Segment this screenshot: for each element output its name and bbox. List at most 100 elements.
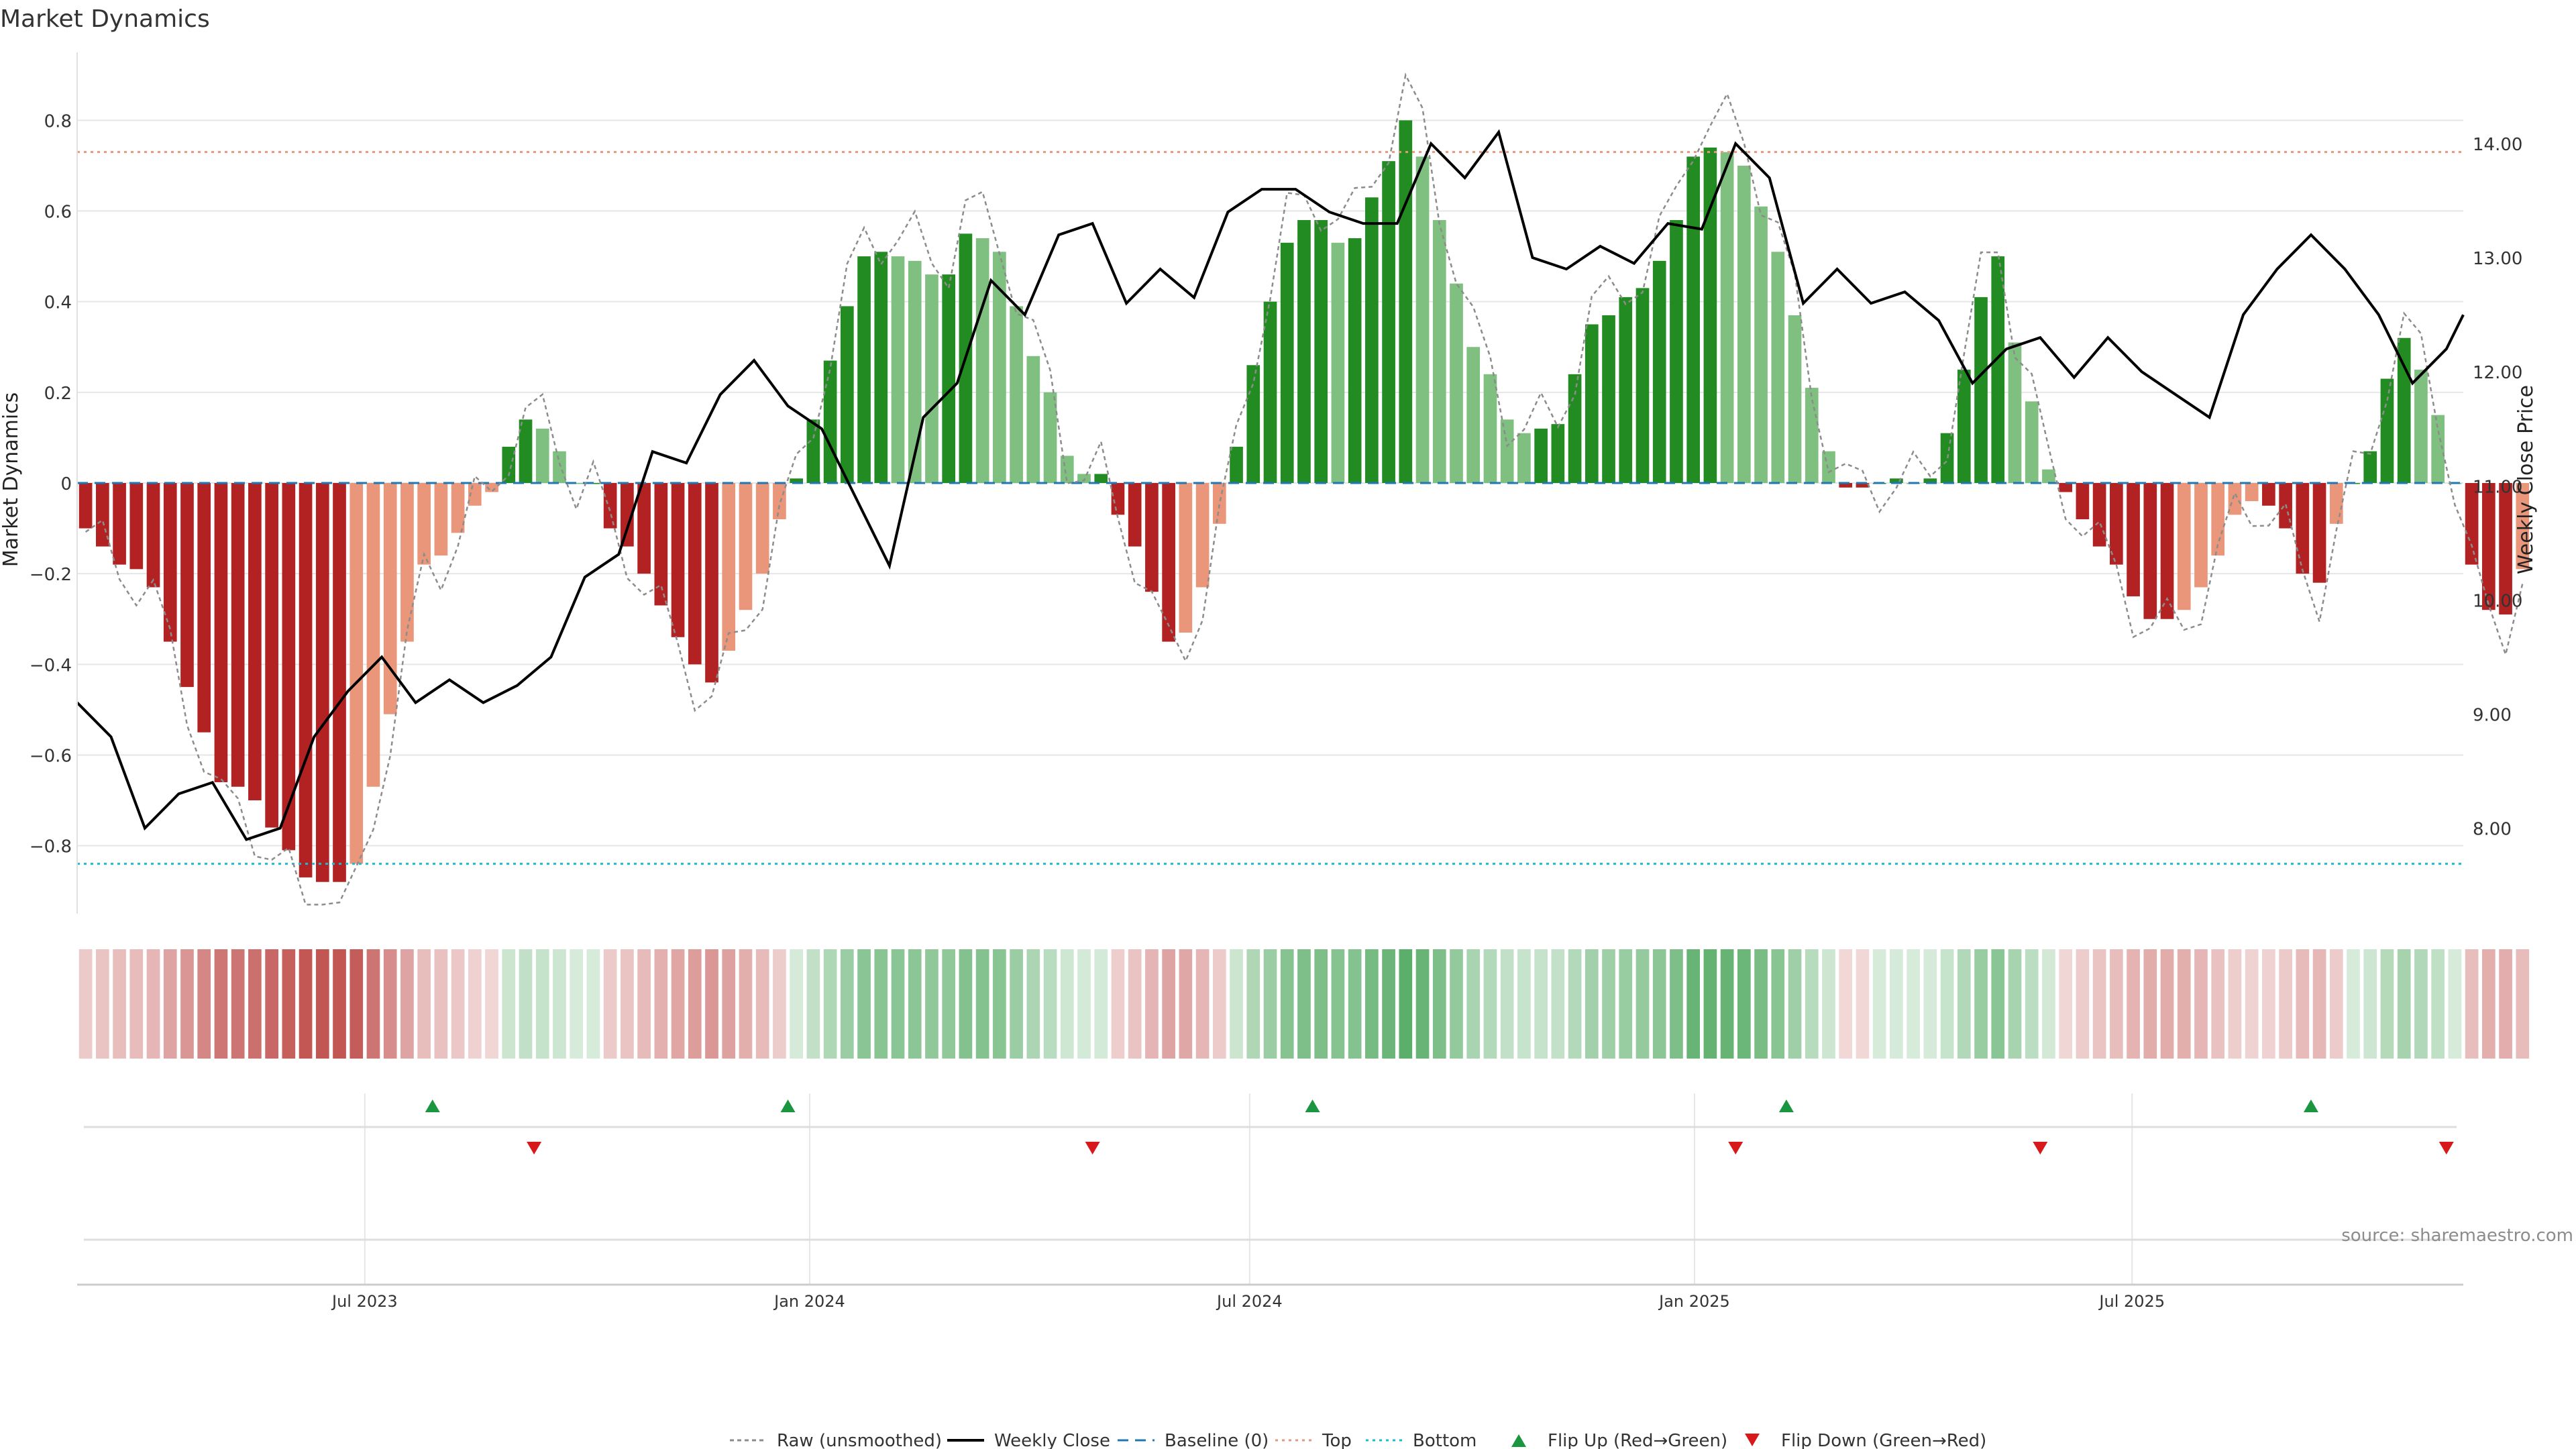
heat-cell xyxy=(1720,949,1734,1059)
dynamics-bar xyxy=(1890,478,1903,483)
dynamics-bar xyxy=(265,483,278,828)
legend-item: Flip Up (Red→Green) xyxy=(1511,1431,1727,1449)
heat-cell xyxy=(1737,949,1751,1059)
dynamics-bar xyxy=(705,483,718,683)
dynamics-bar xyxy=(2059,483,2073,492)
dynamics-bar xyxy=(2076,483,2090,520)
dynamics-bar xyxy=(1737,165,1751,483)
dynamics-bar xyxy=(535,428,549,483)
dynamics-bar xyxy=(1839,483,1853,488)
dynamics-bar xyxy=(2177,483,2191,610)
dynamics-bar xyxy=(1162,483,1175,642)
dynamics-bar xyxy=(1957,370,1971,483)
heat-cell xyxy=(993,949,1006,1059)
dynamics-bar xyxy=(1415,156,1430,483)
heat-cell xyxy=(315,949,329,1059)
flip-up-marker xyxy=(1778,1099,1794,1112)
heat-cell xyxy=(755,949,769,1059)
heat-cell xyxy=(299,949,313,1059)
dynamics-bar xyxy=(113,483,126,565)
heat-cell xyxy=(2245,949,2259,1059)
heat-cell xyxy=(1585,949,1599,1059)
heat-cell xyxy=(1111,949,1125,1059)
dynamics-bar xyxy=(417,483,431,565)
dynamics-bar xyxy=(1331,242,1345,483)
left-y-tick-label: −0.2 xyxy=(30,565,72,585)
heat-cell xyxy=(1940,949,1954,1059)
heat-cell xyxy=(2092,949,2106,1059)
dynamics-bar xyxy=(2482,483,2496,610)
dynamics-bar xyxy=(1974,297,1988,483)
heat-cell xyxy=(231,949,245,1059)
heat-cell xyxy=(180,949,194,1059)
dynamics-bar xyxy=(975,238,989,483)
heat-cell xyxy=(2448,949,2462,1059)
dynamics-bar xyxy=(1822,451,1835,483)
dynamics-bar xyxy=(688,483,702,665)
dynamics-bar xyxy=(1179,483,1193,633)
dynamics-bar xyxy=(874,252,888,483)
dynamics-bar xyxy=(1010,306,1023,483)
dynamics-bar xyxy=(1297,220,1311,483)
heat-cell xyxy=(1060,949,1074,1059)
heat-cell xyxy=(2042,949,2055,1059)
dynamics-bar xyxy=(1670,220,1683,483)
heat-cell xyxy=(350,949,364,1059)
dynamics-bar xyxy=(1348,238,1362,483)
dynamics-bar xyxy=(654,483,668,606)
heat-cell xyxy=(1331,949,1345,1059)
heat-cell xyxy=(1754,949,1768,1059)
dynamics-bar xyxy=(2312,483,2326,583)
dynamics-bar xyxy=(2110,483,2123,565)
x-tick-label: Jan 2024 xyxy=(773,1292,845,1311)
heat-cell xyxy=(2059,949,2073,1059)
dynamics-bar xyxy=(790,478,803,483)
dynamics-bar xyxy=(1212,483,1226,524)
dynamics-bar xyxy=(400,483,414,642)
heat-cell xyxy=(2482,949,2496,1059)
heat-cell xyxy=(603,949,617,1059)
heat-cell xyxy=(1162,949,1175,1059)
heat-cell xyxy=(1822,949,1835,1059)
heat-cell xyxy=(891,949,905,1059)
heat-cell xyxy=(925,949,938,1059)
dynamics-bar xyxy=(1230,446,1243,483)
heat-cell xyxy=(2499,949,2512,1059)
dynamics-bar xyxy=(2160,483,2174,619)
flip-down-marker xyxy=(1085,1142,1100,1155)
heat-cell xyxy=(1670,949,1683,1059)
flip-down-marker xyxy=(2438,1142,2454,1155)
raw-unsmoothed-line xyxy=(85,72,2524,906)
heat-cell xyxy=(1094,949,1108,1059)
left-y-tick-label: 0 xyxy=(60,474,72,494)
dynamics-bar xyxy=(2092,483,2106,547)
heat-cell xyxy=(1957,949,1971,1059)
heat-cell xyxy=(1195,949,1210,1059)
dynamics-bar xyxy=(1195,483,1210,588)
heat-cell xyxy=(959,949,973,1059)
heat-cell xyxy=(621,949,634,1059)
heat-cell xyxy=(2177,949,2191,1059)
flip-down-marker xyxy=(2033,1142,2048,1155)
flip-down-marker xyxy=(1728,1142,1743,1155)
dynamics-bar xyxy=(2042,469,2055,483)
x-tick-label: Jul 2025 xyxy=(2098,1292,2165,1311)
heat-cell xyxy=(1263,949,1277,1059)
dynamics-bar xyxy=(2296,483,2310,574)
dynamics-bar xyxy=(1111,483,1125,515)
heat-cell xyxy=(333,949,346,1059)
heat-cell xyxy=(654,949,668,1059)
heat-cell xyxy=(1500,949,1514,1059)
heat-cell xyxy=(2329,949,2343,1059)
heat-cell xyxy=(146,949,160,1059)
dynamics-bar xyxy=(1771,252,1785,483)
heat-cell xyxy=(2110,949,2123,1059)
heat-cell xyxy=(1703,949,1717,1059)
legend-label: Baseline (0) xyxy=(1165,1431,1269,1449)
heat-cell xyxy=(2296,949,2310,1059)
heat-cell xyxy=(265,949,278,1059)
chart-title: Market Dynamics xyxy=(0,5,210,33)
legend-item: Bottom xyxy=(1366,1431,1477,1449)
dynamics-bar xyxy=(891,256,905,483)
dynamics-bar xyxy=(1754,206,1768,483)
